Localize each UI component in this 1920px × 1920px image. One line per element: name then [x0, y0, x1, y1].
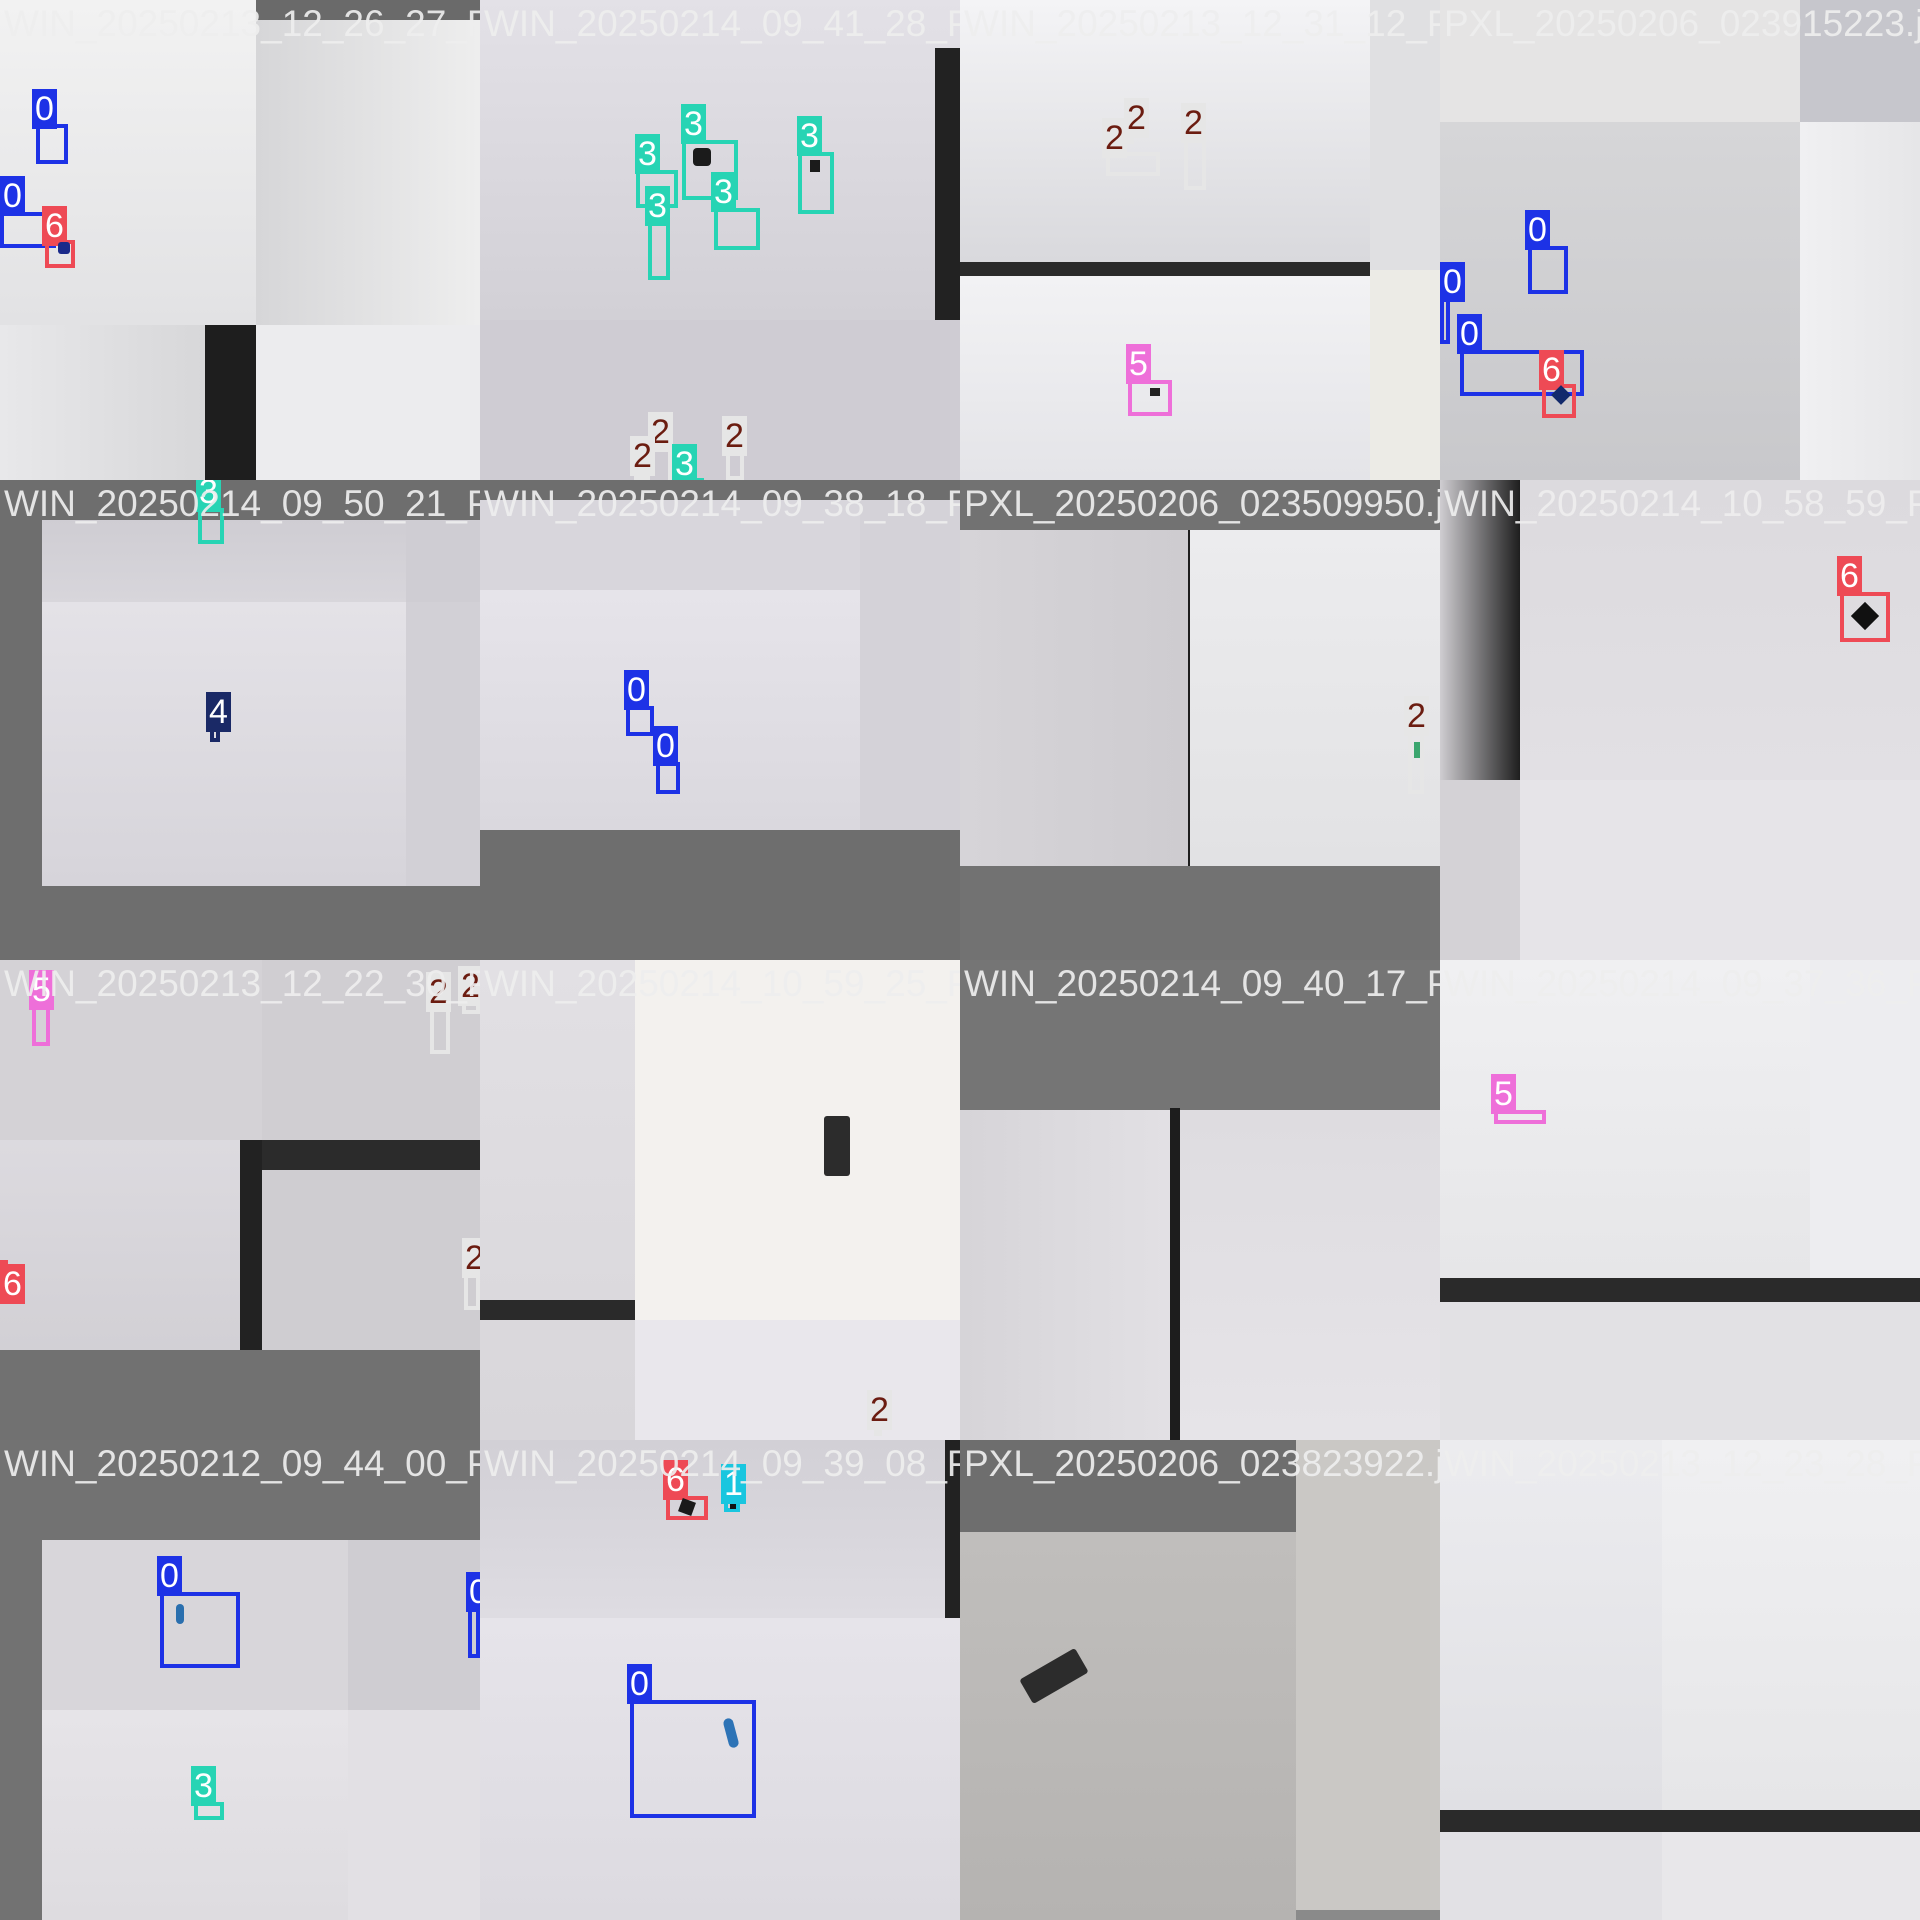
detection-label: 2	[630, 436, 655, 476]
detection-box	[656, 762, 680, 794]
detection-box	[160, 1592, 240, 1668]
detection-label: 0	[0, 176, 25, 216]
detection-label: 2	[462, 1238, 480, 1278]
detection-box	[714, 208, 760, 250]
detection-box	[630, 1700, 756, 1818]
detection-label: 3	[191, 1766, 216, 1806]
detection-label: 6	[0, 1264, 25, 1304]
detection-label: 2	[867, 1390, 892, 1430]
component-mark	[1414, 742, 1420, 758]
detection-label: 3	[635, 134, 660, 174]
detection-box	[1494, 1110, 1546, 1124]
detection-box	[626, 706, 654, 736]
component-mark	[1150, 388, 1160, 396]
mosaic-tile: 6 WIN_20250214_10_58_59_Pro.jpg	[1440, 480, 1920, 960]
mosaic-tile: 0 0 0 6 PXL_20250206_023915223.jpg	[1440, 0, 1920, 480]
detection-label: 6	[42, 206, 67, 246]
detection-label: 2	[458, 966, 480, 1006]
component-mark	[730, 1504, 736, 1509]
detection-box	[1840, 592, 1890, 642]
detection-label: 6	[663, 1460, 688, 1500]
detection-label: 0	[1440, 262, 1465, 302]
image-filename: PXL_20250206_023509950.jpg	[964, 483, 1440, 524]
detection-label: 2	[1181, 103, 1206, 143]
detection-label: 0	[1525, 210, 1550, 250]
image-filename: WIN_20250214_09_40_17_Pro.jpg	[964, 963, 1440, 1004]
detection-box	[198, 508, 224, 544]
mosaic-tile: 5 2 2 6 2 WIN_20250213_12_22_30_Pro.jpg	[0, 960, 480, 1440]
mosaic-tile: 0 0 3 WIN_20250212_09_44_00_Pro.jpg	[0, 1440, 480, 1920]
detection-label: 0	[627, 1664, 652, 1704]
detection-label: 0	[624, 670, 649, 710]
mosaic-tile: WIN_20250214_09_40_17_Pro.jpg	[960, 960, 1440, 1440]
mosaic-tile: WIN_20250213_12_23_28_Pro.jpg	[1440, 1440, 1920, 1920]
detection-label: 0	[32, 89, 57, 129]
mosaic-tile: 2 PXL_20250206_023509950.jpg	[960, 480, 1440, 960]
detection-label: 1	[721, 1464, 746, 1504]
mosaic-tile: 6 1 0 WIN_20250214_09_39_08_Pro.jpg	[480, 1440, 960, 1920]
mosaic-tile: 3 3 3 3 3 2 2 2 3 WIN_20250214_09_41_28_…	[480, 0, 960, 480]
detection-box	[1528, 246, 1568, 294]
detection-label: 0	[157, 1556, 182, 1596]
detection-label: 3	[681, 104, 706, 144]
detection-label: 0	[1457, 314, 1482, 354]
detection-label: 0	[653, 726, 678, 766]
detection-box	[464, 1274, 480, 1310]
detection-label: 5	[1491, 1074, 1516, 1114]
mosaic-tile: PXL_20250206_023823922.jpg	[960, 1440, 1440, 1920]
detection-box	[1106, 152, 1160, 176]
component-mark	[693, 148, 711, 166]
mosaic-tile: 3 4 WIN_20250214_09_50_21_Pro.jpg	[0, 480, 480, 960]
detection-label: 5	[29, 970, 54, 1010]
detection-label: 3	[711, 172, 736, 212]
detection-box	[32, 1006, 50, 1046]
detection-label: 5	[1126, 344, 1151, 384]
detection-box	[430, 1008, 450, 1054]
detection-label: 6	[1539, 350, 1564, 390]
mosaic-tile: 2 WIN_20250214_10_59_25_Pro.jpg	[480, 960, 960, 1440]
detection-box	[1460, 350, 1584, 396]
ic-chip-icon	[824, 1116, 850, 1176]
detection-label: 2	[1124, 98, 1149, 138]
detection-label: 0	[466, 1572, 480, 1612]
mosaic-tile: 2 2 2 5 WIN_20250213_12_31_12_Pro.jpg	[960, 0, 1440, 480]
mosaic-tile: 5 WIN_20250214_09_37_36_Pro.jpg	[1440, 960, 1920, 1440]
detection-box	[726, 452, 744, 480]
detection-label: 6	[1837, 556, 1862, 596]
detection-box	[36, 124, 68, 164]
detection-label: 3	[645, 186, 670, 226]
component-mark	[58, 242, 70, 254]
component-mark	[176, 1604, 184, 1624]
detection-label: 3	[797, 116, 822, 156]
detection-box	[648, 222, 670, 280]
mosaic-tile: 0 0 6 WIN_20250213_12_26_27_Pro.jpg	[0, 0, 480, 480]
image-filename: WIN_20250212_09_44_00_Pro.jpg	[4, 1443, 480, 1484]
detection-box	[1184, 138, 1206, 190]
detection-label: 2	[426, 972, 451, 1012]
detection-label: 2	[1102, 118, 1127, 158]
detection-box	[1128, 380, 1172, 416]
component-mark	[810, 160, 820, 172]
detection-label: 3	[196, 480, 221, 512]
detection-label: 2	[1404, 696, 1429, 736]
detection-box	[682, 140, 738, 200]
mosaic-tile: 0 0 WIN_20250214_09_38_18_Pro.jpg	[480, 480, 960, 960]
detection-box	[468, 1608, 480, 1658]
detection-label: 4	[206, 692, 231, 732]
detection-label: 2	[722, 416, 747, 456]
detection-label: 3	[672, 444, 697, 480]
detection-box	[1440, 298, 1450, 344]
